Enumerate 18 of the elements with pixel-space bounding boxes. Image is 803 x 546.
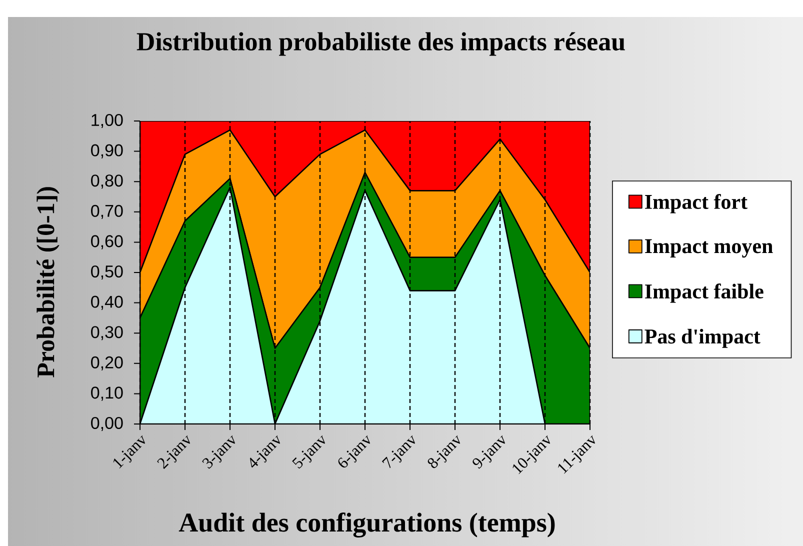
y-tick-label: 0,30: [91, 326, 123, 340]
y-axis-title: Probabilité ([0-1]): [36, 187, 60, 378]
x-axis-title: Audit des configurations (temps): [178, 512, 555, 538]
y-tick-label: 0,20: [91, 356, 123, 370]
y-tick-label: 0,10: [91, 386, 123, 401]
y-tick-label: 0,40: [91, 296, 123, 310]
y-tick-label: 0,80: [91, 174, 123, 189]
chart-title: Distribution probabiliste des impacts réseau: [136, 32, 625, 56]
y-tick-label: 0,90: [91, 144, 123, 158]
y-tick-label: 1,00: [92, 114, 123, 128]
y-tick-label: 0,00: [91, 416, 123, 432]
legend-label: Impact fort: [645, 194, 748, 214]
legend-label: Impact faible: [645, 284, 764, 303]
legend-label: Impact moyen: [645, 239, 773, 258]
y-tick-label: 0,50: [91, 265, 123, 280]
legend-label: Pas d'impact: [644, 328, 760, 348]
y-tick-label: 0,60: [91, 235, 123, 250]
y-tick-label: 0,70: [91, 204, 123, 219]
